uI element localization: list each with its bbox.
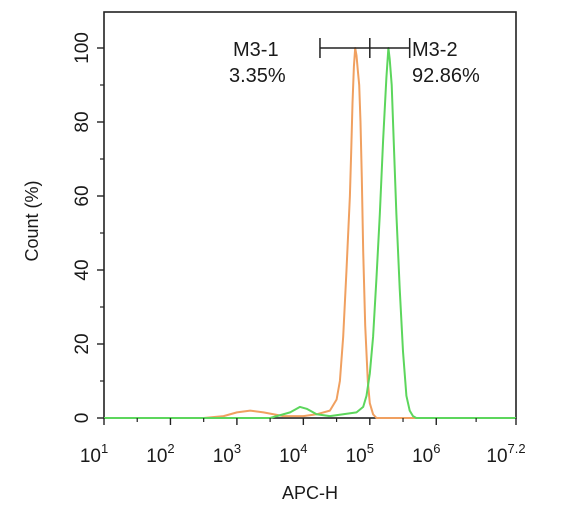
x-tick-label: 107.2 bbox=[486, 441, 525, 467]
y-tick-label: 40 bbox=[72, 259, 93, 280]
y-tick-label: 80 bbox=[72, 111, 93, 132]
plot-frame bbox=[103, 11, 517, 419]
m3-1-value: 3.35% bbox=[229, 65, 286, 87]
x-tick-label: 103 bbox=[213, 441, 241, 467]
x-tick-label: 101 bbox=[80, 441, 108, 467]
y-tick-label: 20 bbox=[72, 333, 93, 354]
gate-annotation bbox=[319, 38, 411, 58]
y-tick-label: 0 bbox=[72, 413, 93, 424]
y-axis-ticks: 0 20 40 60 80 100 bbox=[72, 32, 104, 423]
x-tick-label: 102 bbox=[146, 441, 174, 467]
y-tick-label: 100 bbox=[72, 32, 93, 64]
x-tick-label: 106 bbox=[412, 441, 440, 467]
plot-area bbox=[103, 11, 517, 419]
series-group bbox=[104, 47, 516, 419]
x-axis-title: APC-H bbox=[282, 483, 338, 503]
x-axis-ticks: 101 102 103 104 105 106 107.2 bbox=[80, 418, 526, 467]
series-line-2 bbox=[104, 47, 516, 419]
y-tick-label: 60 bbox=[72, 185, 93, 206]
m3-1-label: M3-1 bbox=[233, 39, 279, 61]
series-line-1 bbox=[104, 47, 516, 419]
x-tick-label: 105 bbox=[346, 441, 374, 467]
m3-2-label: M3-2 bbox=[412, 39, 458, 61]
m3-2-value: 92.86% bbox=[412, 65, 480, 87]
y-axis-title: Count (%) bbox=[22, 180, 42, 261]
x-tick-label: 104 bbox=[279, 441, 307, 467]
